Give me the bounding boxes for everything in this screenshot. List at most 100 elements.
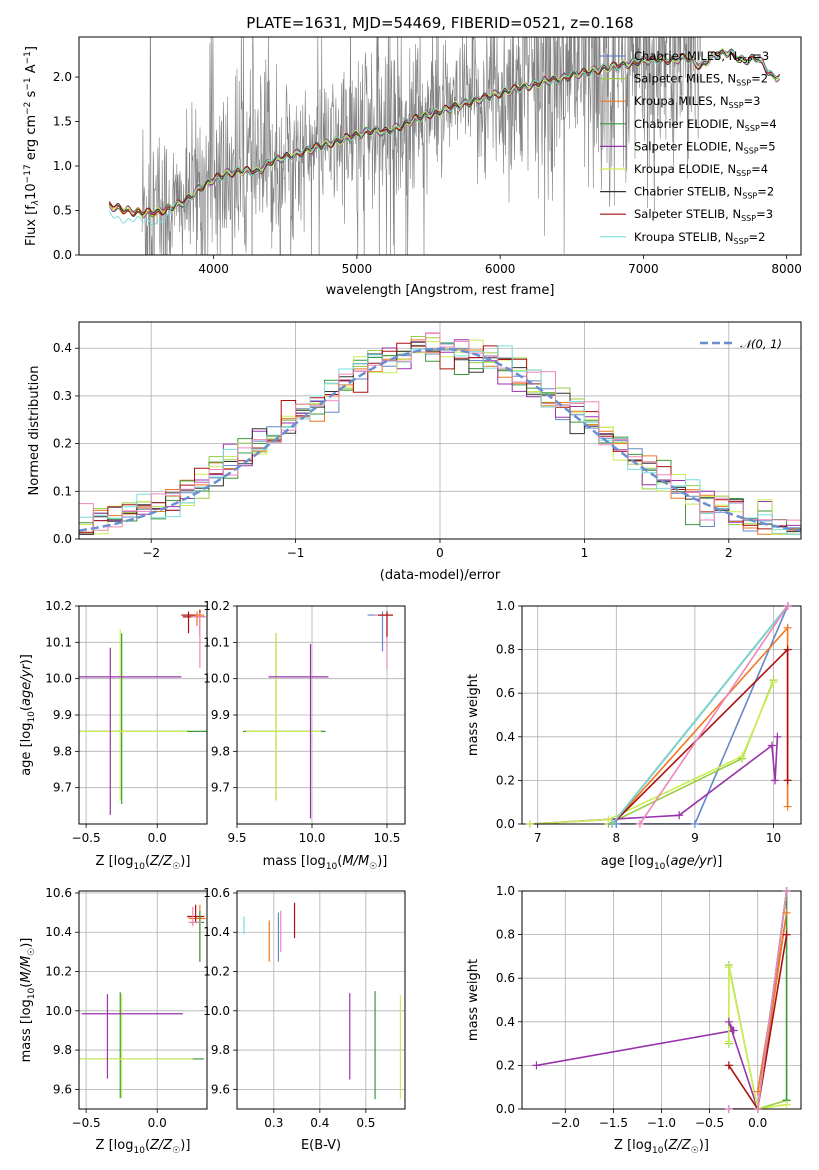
label-part: ] [24, 46, 39, 51]
label-part: age/yr [670, 854, 713, 869]
y-tick-label: 10.1 [203, 635, 230, 649]
label-part: ☉ [691, 1146, 699, 1156]
y-tick-label: 10.2 [203, 599, 230, 613]
histogram-step [79, 332, 801, 531]
label-part: −1 [23, 51, 33, 64]
x-tick-label: 5000 [342, 262, 373, 276]
x-tick-label: −1.5 [599, 1116, 628, 1130]
panel-age-vs-Z: −0.5 0.09.79.89.910.010.110.2Z [log10(Z/Z… [19, 599, 208, 872]
label-part: −17 [23, 164, 33, 183]
x-tick-label: 0.3 [264, 1116, 283, 1130]
y-tick-label: 0.8 [496, 928, 515, 942]
legend-tail: =2 [751, 72, 768, 86]
label-part: ( [145, 854, 150, 869]
x-tick-label: −1 [287, 546, 305, 560]
plus-marker [773, 732, 782, 741]
plus-marker [635, 820, 644, 828]
label-part: A [24, 64, 39, 77]
x-tick-label: 9 [691, 831, 699, 845]
label-part: )] [19, 654, 34, 664]
y-tick-label: 0.4 [496, 730, 515, 744]
model-line [108, 50, 780, 227]
legend-tail: =3 [744, 94, 761, 108]
y-tick-label: 9.8 [211, 744, 230, 758]
panel-spectrum: 4000 5000 6000 7000 8000 0.0 0.5 1.0 1.5 2.0 Chabr… [23, 36, 802, 298]
label-part: mass [log [19, 999, 34, 1062]
x-axis-label: Z [log10(Z/Z☉)] [96, 1138, 191, 1156]
legend-main: Salpeter ELODIE, N [634, 139, 744, 153]
x-axis-label: age [log10(age/yr)] [601, 854, 723, 872]
legend-sub: SSP [737, 56, 752, 65]
model-line [108, 48, 780, 218]
y-tick-label: 0.4 [53, 341, 72, 355]
x-tick-label: 0.0 [148, 831, 167, 845]
plus-marker [783, 623, 792, 632]
x-tick-label: 1 [581, 546, 589, 560]
label-part: ☉ [172, 1146, 180, 1156]
y-tick-label: 1.0 [53, 159, 72, 173]
x-tick-label: 7 [534, 831, 542, 845]
plus-marker [782, 930, 791, 939]
weight-line [728, 891, 788, 1109]
label-part: 10 [133, 1146, 145, 1156]
label-part: s [24, 90, 39, 101]
y-tick-label: 0.0 [496, 1102, 515, 1116]
figure-title: PLATE=1631, MJD=54469, FIBERID=0521, z=0… [246, 14, 633, 32]
x-tick-label: −2 [142, 546, 160, 560]
legend-sub: SSP [736, 169, 751, 178]
label-part: M/M [19, 956, 34, 983]
y-tick-label: 10.4 [45, 925, 72, 939]
panel-residuals: −2 −1 0 1 2 0.0 0.1 0.2 0.3 0.4 𝒩(0, 1) (data-model… [27, 321, 802, 583]
y-tick-label: 1.5 [53, 115, 72, 129]
x-tick-label: 0.5 [356, 1116, 375, 1130]
weight-line [639, 606, 789, 824]
label-part: ( [663, 1138, 668, 1153]
plot-area [79, 609, 207, 815]
legend-entry: Chabrier ELODIE, NSSP=4 [634, 117, 777, 133]
y-tick-label: 0.2 [496, 1058, 515, 1072]
y-tick-label: 1.0 [496, 599, 515, 613]
x-tick-label: 4000 [198, 262, 229, 276]
y-tick-label: 10.6 [45, 886, 72, 900]
y-tick-label: 0.4 [496, 1015, 515, 1029]
plus-marker [608, 820, 617, 828]
x-tick-label: 10.5 [374, 831, 401, 845]
y-axis-label: mass weight [466, 674, 481, 756]
y-tick-label: 10.6 [203, 886, 230, 900]
label-part: )] [377, 854, 387, 869]
y-axis-label: age [log10(age/yr)] [19, 654, 37, 776]
data-spectrum-line [141, 37, 701, 255]
x-axis-label: E(B-V) [301, 1138, 341, 1153]
plot-area [536, 891, 788, 1109]
weight-line [728, 967, 787, 1109]
plus-marker [729, 1026, 738, 1035]
label-part: 10 [27, 987, 37, 999]
legend-sub: SSP [744, 146, 759, 155]
plus-marker [783, 776, 792, 785]
label-part: 10 [133, 862, 145, 872]
legend-main: Kroupa STELIB, N [634, 230, 734, 244]
y-tick-label: 10.0 [45, 1004, 72, 1018]
label-part: )] [180, 854, 190, 869]
label-part: mass [log [263, 854, 326, 869]
label-part: erg cm [24, 115, 39, 164]
label-part: ( [19, 983, 34, 988]
y-tick-label: 0.8 [496, 643, 515, 657]
x-tick-label: 7000 [628, 262, 659, 276]
y-tick-label: 1.0 [496, 884, 515, 898]
label-part: ☉ [172, 862, 180, 872]
label-part: Z/Z [668, 1138, 692, 1153]
y-axis-label: mass weight [466, 959, 481, 1041]
plus-marker [771, 776, 780, 785]
legend-sub: SSP [734, 237, 749, 246]
legend-entry: Kroupa STELIB, NSSP=2 [634, 230, 765, 246]
plus-marker [532, 1061, 541, 1070]
x-axis-label: Z [log10(Z/Z☉)] [614, 1138, 709, 1156]
y-tick-label: 0.2 [53, 437, 72, 451]
x-tick-label: −0.5 [72, 831, 101, 845]
plus-marker [782, 887, 791, 895]
weight-line [611, 606, 789, 824]
label-part: 10 [24, 183, 39, 200]
